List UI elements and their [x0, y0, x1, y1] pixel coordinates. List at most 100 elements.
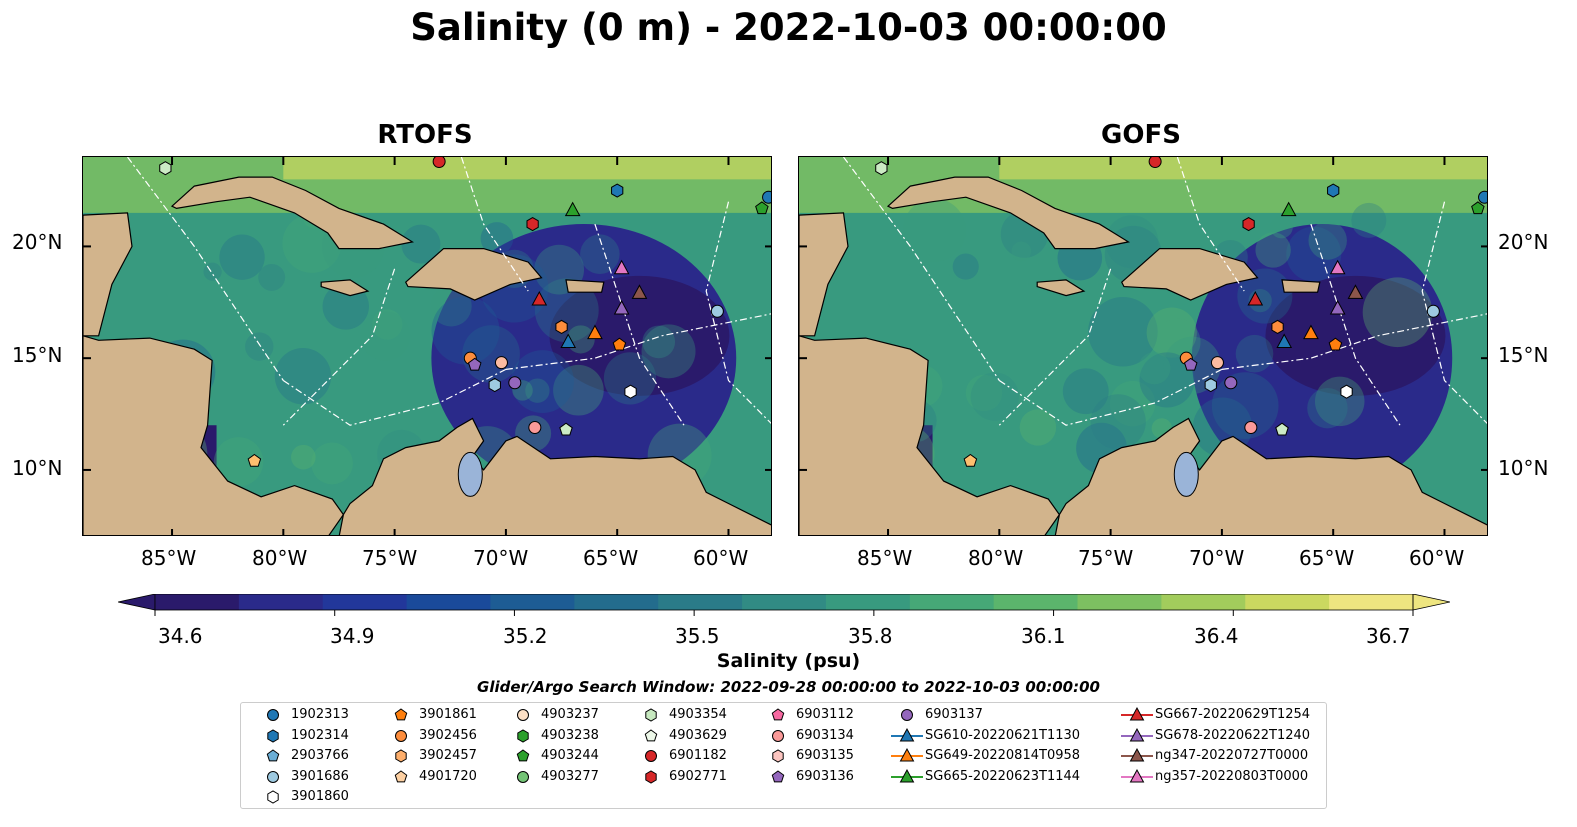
salinity-eddy — [1088, 296, 1158, 367]
salinity-eddy — [311, 442, 353, 485]
lat-label-left: 20°N — [12, 230, 63, 254]
legend-label: 1902314 — [291, 727, 349, 743]
colorbar-segment — [574, 594, 659, 610]
legend-marker-icon — [772, 729, 784, 742]
colorbar-segment — [993, 594, 1079, 610]
legend-marker-icon — [394, 708, 408, 721]
colorbar-tick: 35.2 — [503, 624, 548, 648]
float-marker — [1471, 201, 1485, 215]
legend-marker-icon — [1121, 727, 1153, 742]
salinity-field — [283, 157, 771, 180]
land — [1036, 279, 1086, 297]
colorbar-segment — [742, 594, 827, 610]
colorbar-segment — [658, 594, 743, 610]
salinity-eddy — [1255, 232, 1291, 268]
float-marker — [159, 161, 172, 176]
eez-boundary — [127, 157, 284, 381]
float-marker — [1340, 384, 1353, 399]
float-marker — [1183, 357, 1198, 371]
glider-marker — [613, 299, 630, 315]
land — [320, 279, 370, 297]
salinity-eddy — [1307, 387, 1348, 429]
figure-title: Salinity (0 m) - 2022-10-03 00:00:00 — [410, 6, 1167, 49]
float-marker — [762, 190, 771, 204]
legend-label: 4903354 — [669, 707, 727, 722]
search-window-text: Glider/Argo Search Window: 2022-09-28 00… — [477, 678, 1100, 696]
legend-marker-icon — [901, 709, 913, 721]
legend-marker-icon — [266, 749, 280, 762]
glider-marker — [531, 291, 548, 306]
salinity-eddy — [431, 296, 500, 365]
lon-label: 85°W — [141, 546, 197, 570]
salinity-field — [999, 157, 1487, 180]
salinity-eddy — [291, 444, 316, 470]
rtofs-map[interactable] — [82, 156, 772, 536]
legend-label: 6903112 — [796, 707, 854, 722]
salinity-eddy — [1019, 409, 1057, 446]
float-marker — [1426, 304, 1440, 318]
colorbar-label: Salinity (psu) — [716, 650, 861, 672]
legend-marker-icon — [891, 727, 923, 742]
glider-marker — [1329, 259, 1346, 275]
salinity-eddy — [1286, 226, 1342, 282]
salinity-eddy — [1235, 334, 1274, 373]
legend: 1902313 1902314 2903766 3901686 3901860 39018… — [240, 702, 1327, 809]
legend-label: SG610-20220621T1130 — [925, 727, 1081, 743]
legend-label: 6903135 — [796, 748, 854, 764]
salinity-eddy — [902, 198, 966, 262]
salinity-eddy — [360, 311, 410, 361]
legend-label: 3902456 — [419, 727, 477, 743]
eez-boundary — [282, 368, 507, 426]
land — [1281, 279, 1321, 293]
salinity-eddy — [480, 222, 514, 255]
salinity-eddy — [245, 332, 274, 361]
salinity-eddy — [970, 372, 1019, 421]
float-marker — [612, 337, 627, 351]
legend-label: 4903629 — [669, 727, 727, 743]
legend-label: 4901720 — [419, 768, 477, 784]
salinity-eddy — [322, 283, 369, 330]
salinity-eddy — [1105, 215, 1159, 269]
float-marker — [494, 356, 508, 370]
eez-boundary — [460, 157, 529, 292]
legend-marker-icon — [517, 770, 529, 783]
colorbar-tick: 34.9 — [330, 624, 375, 648]
legend-label: ng357-20220803T0000 — [1155, 768, 1309, 784]
legend-marker-icon — [891, 748, 923, 762]
colorbar-segment — [1077, 594, 1162, 610]
float-marker — [624, 384, 637, 399]
legend-label: 3902457 — [419, 748, 477, 764]
float-marker — [1242, 216, 1255, 232]
legend-label: 6901182 — [669, 748, 727, 764]
float-marker — [467, 357, 482, 371]
salinity-eddy — [952, 253, 979, 280]
float-marker — [1327, 183, 1340, 198]
legend-marker-icon — [395, 729, 407, 742]
legend-label: SG665-20220623T1144 — [925, 768, 1081, 784]
colorbar-segment — [909, 594, 995, 610]
salinity-eddy — [534, 278, 599, 343]
float-marker — [1224, 376, 1238, 390]
lon-label: 75°W — [1078, 546, 1134, 570]
salinity-eddy — [1090, 394, 1146, 450]
colorbar-segment — [490, 594, 575, 610]
gofs-map[interactable] — [798, 156, 1488, 536]
land — [565, 279, 605, 293]
land — [404, 247, 543, 301]
legend-label: 4903244 — [541, 748, 599, 764]
float-marker — [611, 183, 624, 198]
float-marker — [1148, 157, 1162, 168]
lat-label-right: 15°N — [1498, 343, 1549, 367]
legend-label: SG678-20220622T1240 — [1155, 727, 1311, 743]
float-marker — [1275, 422, 1289, 436]
lon-label: 75°W — [362, 546, 418, 570]
salinity-eddy — [1270, 215, 1293, 239]
salinity-eddy — [525, 378, 550, 403]
float-marker — [247, 453, 262, 467]
salinity-eddy — [258, 263, 286, 291]
land — [83, 335, 345, 535]
colorbar-segment — [1245, 594, 1330, 610]
colorbar-segment — [238, 594, 324, 610]
salinity-eddy — [580, 234, 620, 274]
legend-label: ng347-20220727T0000 — [1155, 748, 1309, 764]
